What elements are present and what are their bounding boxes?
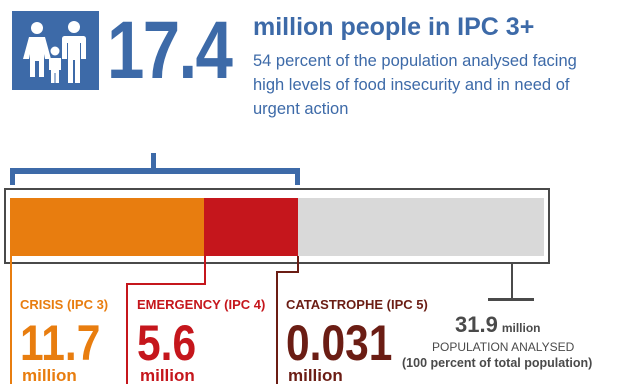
population-bar-frame	[4, 188, 550, 264]
emergency-value: 5.6	[137, 315, 197, 371]
emergency-connector-h	[126, 283, 206, 285]
total-value: 31.9 million	[455, 312, 541, 338]
total-note: (100 percent of total population)	[402, 356, 593, 370]
headline-subtext: 54 percent of the population analysed fa…	[253, 52, 577, 118]
headline-text: million people in IPC 3+	[253, 13, 535, 41]
total-caption: POPULATION ANALYSED	[432, 340, 575, 354]
total-marker-stem	[511, 264, 513, 300]
emergency-connector-v	[204, 256, 206, 284]
bar-segment-rest	[298, 198, 544, 256]
catastrophe-label: CATASTROPHE (IPC 5)	[286, 297, 428, 312]
bracket-left	[10, 168, 15, 185]
bracket-bar	[10, 168, 300, 174]
emergency-label: EMERGENCY (IPC 4)	[137, 297, 266, 312]
crisis-value: 11.7	[20, 315, 101, 371]
crisis-unit: million	[22, 366, 77, 385]
catastrophe-connector-drop	[276, 271, 278, 384]
catastrophe-connector-h	[276, 271, 299, 273]
crisis-connector	[10, 256, 12, 384]
crisis-label: CRISIS (IPC 3)	[20, 297, 109, 312]
bar-segment-emergency	[204, 198, 298, 256]
emergency-connector-drop	[126, 283, 128, 384]
bracket-right	[295, 168, 300, 185]
total-unit: million	[501, 321, 541, 335]
catastrophe-unit: million	[288, 366, 343, 385]
emergency-unit: million	[140, 366, 195, 385]
bar-segment-crisis	[10, 198, 204, 256]
catastrophe-connector-v	[297, 256, 299, 272]
total-marker-base	[488, 298, 534, 301]
headline-number: 17.4	[107, 5, 233, 96]
family-icon	[12, 11, 99, 90]
bracket-stem	[151, 153, 156, 171]
total-number: 31.9	[455, 312, 498, 337]
catastrophe-value: 0.031	[286, 315, 393, 371]
